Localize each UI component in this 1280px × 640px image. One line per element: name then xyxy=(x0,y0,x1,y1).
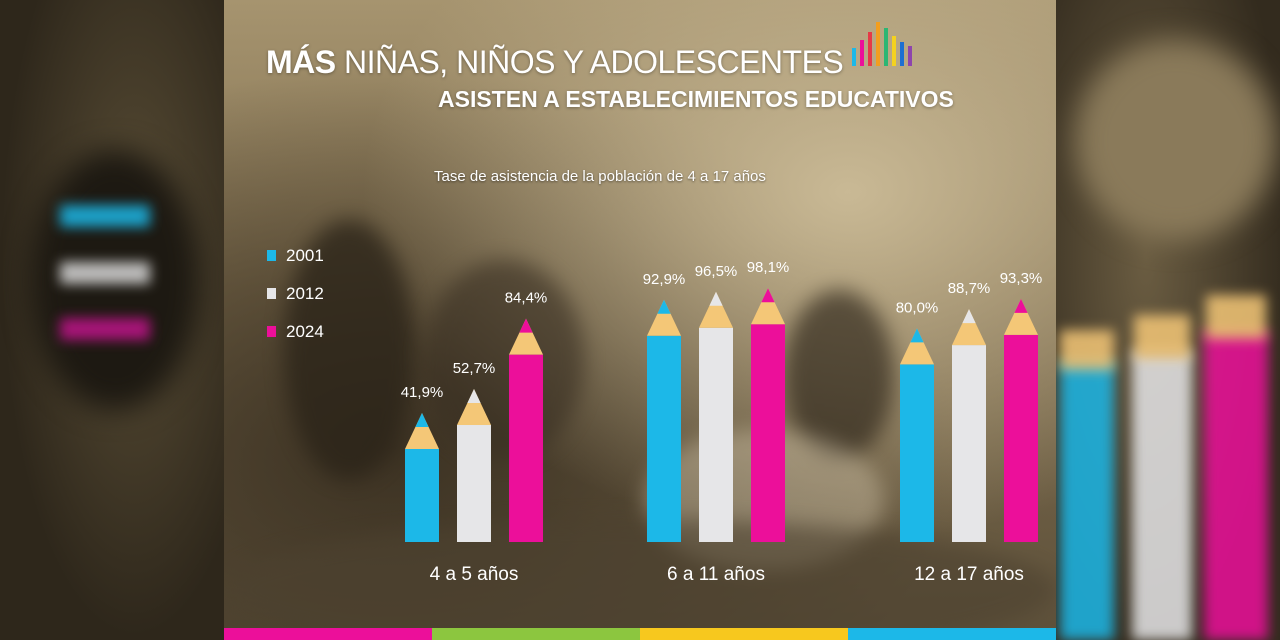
pencil-body xyxy=(405,448,439,542)
category-labels: 4 a 5 años 6 a 11 años 12 a 17 años xyxy=(430,564,1024,585)
pencil-wood xyxy=(900,328,934,365)
bottom-strip-segment xyxy=(848,628,1056,640)
background-shape xyxy=(784,290,894,460)
data-label: 88,7% xyxy=(948,280,991,297)
data-label: 98,1% xyxy=(747,259,790,276)
pencil-body xyxy=(647,335,681,542)
logo-icon xyxy=(852,22,912,66)
pencil-body xyxy=(1004,334,1038,542)
pencil-tip xyxy=(415,412,429,427)
pencil-wood xyxy=(509,318,543,355)
blurred-pencil-pink xyxy=(1204,330,1268,640)
blurred-background-right xyxy=(1056,0,1280,640)
bottom-strip-segment xyxy=(640,628,848,640)
chart-legend: 2001 2012 2024 xyxy=(267,246,324,341)
pencil-tip xyxy=(962,309,976,324)
pencil-body xyxy=(457,425,491,542)
pencil-tip xyxy=(709,291,723,306)
pencil-wood xyxy=(647,299,681,336)
title-bold-word: MÁS xyxy=(266,44,336,80)
data-label: 96,5% xyxy=(695,263,738,280)
pencil-tip xyxy=(1014,298,1028,313)
pencil-tip xyxy=(910,328,924,343)
chart-bars: 41,9% 52,7% 84,4% 92,9% 96,5% 98,1% 80,0% 88,7%… xyxy=(401,259,1043,542)
blurred-pencil-blue xyxy=(1060,360,1114,640)
bottom-strip-segment xyxy=(224,628,432,640)
blurred-legend-2001 xyxy=(60,205,150,227)
data-label: 92,9% xyxy=(643,271,686,288)
logo-bar xyxy=(852,48,856,66)
bar-2012-2: 88,7% xyxy=(948,280,991,542)
pencil-body xyxy=(751,324,785,542)
pencil-wood xyxy=(751,288,785,325)
legend-label-2001: 2001 xyxy=(286,246,324,265)
data-label: 93,3% xyxy=(1000,270,1043,287)
blurred-legend-2012 xyxy=(60,262,150,284)
infographic-panel: MÁS NIÑAS, NIÑOS Y ADOLESCENTES ASISTEN … xyxy=(224,0,1056,640)
category-label: 6 a 11 años xyxy=(667,564,765,585)
background-shape xyxy=(284,220,414,480)
pencil-tip xyxy=(761,288,775,303)
page-title-line2: ASISTEN A ESTABLECIMIENTOS EDUCATIVOS xyxy=(438,86,954,112)
data-label: 41,9% xyxy=(401,384,444,401)
title-rest: NIÑAS, NIÑOS Y ADOLESCENTES xyxy=(335,44,844,80)
blurred-background-left xyxy=(0,0,224,640)
legend-swatch-2024 xyxy=(267,326,276,337)
logo-bar xyxy=(876,22,880,66)
background-shape xyxy=(1076,40,1276,240)
legend-swatch-2012 xyxy=(267,288,276,299)
bar-2001-0: 41,9% xyxy=(401,384,444,542)
data-label: 84,4% xyxy=(505,290,548,307)
pencil-body xyxy=(699,327,733,542)
data-label: 80,0% xyxy=(896,299,939,316)
blurred-pencil-tip xyxy=(1060,330,1114,370)
pencil-body xyxy=(952,345,986,542)
bottom-color-strip xyxy=(224,628,1056,640)
page-title: MÁS NIÑAS, NIÑOS Y ADOLESCENTES xyxy=(266,44,844,81)
logo-bar xyxy=(860,40,864,66)
category-label: 4 a 5 años xyxy=(430,564,519,585)
pencil-tip xyxy=(519,318,533,333)
legend-label-2024: 2024 xyxy=(286,322,324,341)
category-label: 12 a 17 años xyxy=(914,564,1024,585)
pencil-wood xyxy=(457,389,491,426)
logo-bar xyxy=(892,36,896,66)
pencil-body xyxy=(900,364,934,542)
pencil-wood xyxy=(699,291,733,328)
pencil-tip xyxy=(467,389,481,404)
bottom-strip-segment xyxy=(432,628,640,640)
blurred-pencil-tip xyxy=(1134,315,1190,359)
pencil-body xyxy=(509,354,543,542)
bar-2012-1: 96,5% xyxy=(695,263,738,542)
data-label: 52,7% xyxy=(453,360,496,377)
bar-2024-2: 93,3% xyxy=(1000,270,1043,542)
logo-bar xyxy=(884,28,888,66)
bar-2012-0: 52,7% xyxy=(453,360,496,542)
bar-2001-2: 80,0% xyxy=(896,299,939,542)
bar-chart: 2001 2012 2024 41,9% 52,7% 84,4% 92,9% 96,5% 98… xyxy=(267,22,1043,585)
background-shape xyxy=(424,260,584,460)
logo-bar xyxy=(908,46,912,66)
bar-2024-0: 84,4% xyxy=(505,290,548,542)
bar-2001-1: 92,9% xyxy=(643,271,686,542)
pencil-wood xyxy=(952,309,986,346)
pencil-wood xyxy=(405,412,439,449)
logo-bar xyxy=(868,32,872,66)
legend-swatch-2001 xyxy=(267,250,276,261)
chart-subtitle: Tase de asistencia de la población de 4 … xyxy=(434,168,766,185)
blurred-pencil-white xyxy=(1132,350,1192,640)
logo-bar xyxy=(900,42,904,66)
pencil-wood xyxy=(1004,298,1038,335)
blurred-legend-2024 xyxy=(60,318,150,340)
legend-label-2012: 2012 xyxy=(286,284,324,303)
blurred-pencil-tip xyxy=(1206,295,1266,339)
pencil-tip xyxy=(657,299,671,314)
bar-2024-1: 98,1% xyxy=(747,259,790,542)
